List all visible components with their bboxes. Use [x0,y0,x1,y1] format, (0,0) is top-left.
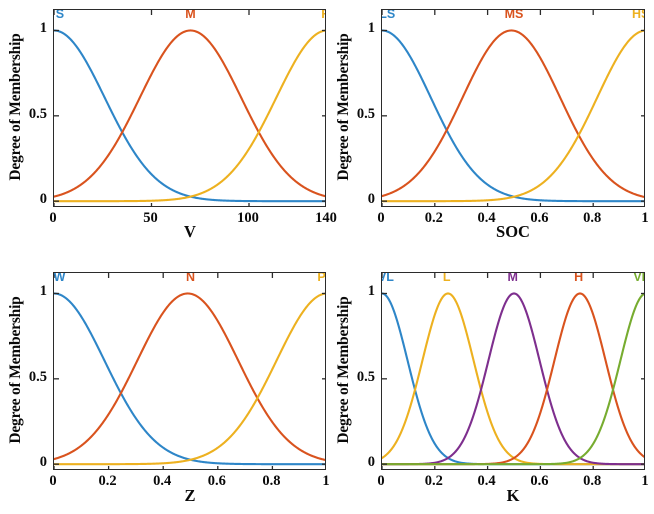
panel-k-set-label-h: H [574,272,584,285]
panel-z-xtick-2: 0.4 [153,473,172,489]
panel-z-xtick-4: 0.8 [262,473,281,489]
panel-soc-set-label-ls: LS [382,9,396,22]
panel-k-curves [382,292,644,466]
panel-soc-curve-hs [382,29,644,203]
panel-v-curves [54,29,325,203]
panel-v-curve-f [54,29,325,203]
panel-k-xtick-1: 0.2 [424,473,443,489]
panel-soc-xtick-3: 0.6 [530,210,549,226]
panel-v-xtick-3: 140 [315,210,337,226]
panel-z-tick-marks [54,273,325,469]
panel-z-xtick-0: 0 [49,473,57,489]
panel-v-xtick-1: 50 [143,210,158,226]
panel-soc-ytick-0: 0 [367,191,375,208]
panel-v-ytick-2: 1 [39,20,47,37]
panel-v-set-label-f: F [309,10,325,21]
panel-z-xtick-5: 1 [322,473,330,489]
panel-k-set-label-m: M [507,272,518,285]
panel-v-ytick-1: 0.5 [28,105,47,122]
panel-z-set-label-w: W [53,272,66,285]
panel-z-xtick-3: 0.6 [207,473,226,489]
panel-soc-set-label-ms: MS [504,9,524,22]
panel-z-xaxis-label: Z [184,486,196,505]
panel-soc-curve-ms [382,29,644,198]
panel-k-xtick-4: 0.8 [583,473,602,489]
panel-k-set-label-vl: VL [382,272,394,285]
panel-soc-curves [382,29,644,203]
panel-k-xtick-5: 1 [641,473,649,489]
panel-z-curves [54,292,325,466]
panel-z-set-label-p: P [317,272,326,285]
panel-k-ytick-2: 1 [367,283,375,300]
panel-z-ytick-0: 0 [39,454,47,471]
panel-soc-set-label-hs: HS [632,9,644,22]
panel-soc-xtick-1: 0.2 [424,210,443,226]
panel-z-xtick-1: 0.2 [98,473,117,489]
panel-v-xtick-0: 0 [49,210,57,226]
panel-soc-xtick-4: 0.8 [583,210,602,226]
panel-soc-xtick-0: 0 [377,210,385,226]
panel-soc-ytick-2: 1 [367,20,375,37]
panel-soc-xaxis-label: SOC [496,222,530,241]
panel-v-xtick-2: 100 [237,210,259,226]
panel-v-ytick-0: 0 [39,191,47,208]
panel-z-curve-p [54,292,325,466]
panel-k-ytick-1: 0.5 [356,368,375,385]
panel-v-xaxis-label: V [184,222,196,241]
panel-z-ytick-1: 0.5 [28,368,47,385]
panel-soc-yaxis-label: Degree of Membership [335,33,352,181]
panel-soc-plot-area: LS MS HS [381,9,645,207]
panel-v-curve-m [54,29,325,198]
panel-v-tick-marks [54,10,325,206]
panel-soc-xtick-5: 1 [641,210,649,226]
panel-z-yaxis-label: Degree of Membership [7,296,24,444]
panel-k-xtick-3: 0.6 [530,473,549,489]
panel-soc-xtick-2: 0.4 [477,210,496,226]
panel-k-xtick-2: 0.4 [477,473,496,489]
panel-v-plot-area: SMF [53,9,326,207]
panel-z-curve-n [54,292,325,461]
panel-v-yaxis-label: Degree of Membership [7,33,24,181]
panel-k-set-label-vh: VH [633,272,644,285]
panel-k-tick-marks [382,273,644,469]
panel-z-set-label-n: N [185,272,196,285]
panel-k-set-label-l: L [442,272,451,285]
panel-k-xaxis-label: K [506,486,520,505]
panel-v-set-label-m: M [185,9,196,22]
panel-k-ytick-0: 0 [367,454,375,471]
panel-soc-ytick-1: 0.5 [356,105,375,122]
panel-k-curve-vh [382,292,644,466]
panel-soc-tick-marks [382,10,644,206]
panel-v-set-label-s: S [55,9,65,22]
panel-k-plot-area: VL L M H VH [381,272,645,470]
panel-z-ytick-2: 1 [39,283,47,300]
panel-k-yaxis-label: Degree of Membership [335,296,352,444]
panel-k-xtick-0: 0 [377,473,385,489]
